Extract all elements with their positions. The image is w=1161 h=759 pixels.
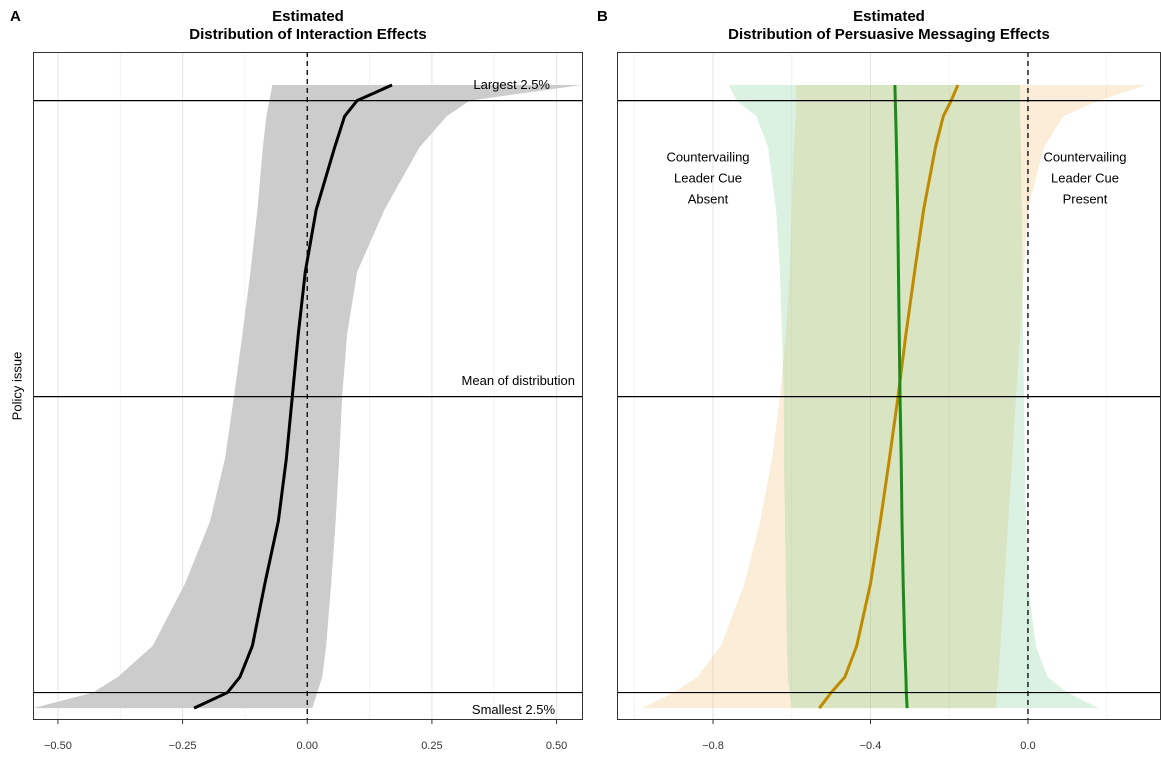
x-tick-label: −0.8 (702, 740, 724, 752)
plot-border (33, 52, 583, 720)
x-tick-label: 0.25 (421, 740, 442, 752)
x-tick-label: 0.00 (297, 740, 318, 752)
y-axis-label: Policy issue (9, 352, 24, 421)
panel-label: B (597, 8, 608, 25)
chart-title: Distribution of Persuasive Messaging Eff… (728, 26, 1050, 43)
reference-label: Largest 2.5% (473, 77, 550, 92)
chart-title: Estimated (272, 8, 344, 25)
panel-label: A (10, 8, 21, 25)
annotation: Present (1063, 191, 1108, 206)
annotation: Leader Cue (674, 170, 742, 185)
reference-label: Mean of distribution (462, 373, 575, 388)
x-tick-label: −0.4 (860, 740, 882, 752)
reference-label: Smallest 2.5% (472, 702, 556, 717)
annotation: Absent (688, 191, 729, 206)
chart-title: Distribution of Interaction Effects (189, 26, 427, 43)
annotation: Countervailing (1043, 149, 1126, 164)
chart-title: Estimated (853, 8, 925, 25)
annotation: Leader Cue (1051, 170, 1119, 185)
x-tick-label: −0.50 (44, 740, 72, 752)
x-tick-label: 0.50 (546, 740, 567, 752)
annotation: Countervailing (666, 149, 749, 164)
x-tick-label: −0.25 (169, 740, 197, 752)
x-tick-label: 0.0 (1020, 740, 1035, 752)
